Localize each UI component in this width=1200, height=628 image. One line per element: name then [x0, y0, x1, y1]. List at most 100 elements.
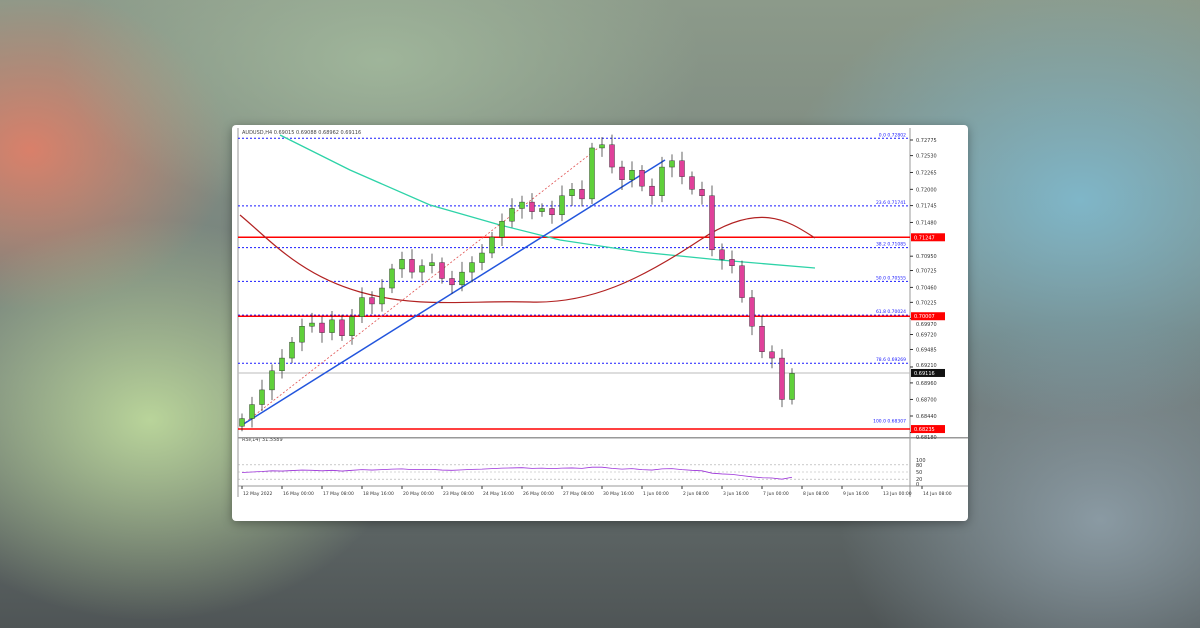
price-tick-label: 0.68960: [916, 381, 937, 387]
price-chart: AUDUSD,H4 0.69015 0.69088 0.68962 0.6911…: [237, 105, 968, 497]
price-tick-label: 0.71480: [916, 220, 937, 226]
fib-level-label: 100.0 0.68307: [873, 418, 906, 424]
moving-average-fast: [279, 134, 816, 269]
rsi-tick-label: 80: [916, 463, 922, 469]
time-tick-label: 26 May 00:00: [523, 491, 554, 497]
price-tick-label: 0.72775: [916, 138, 937, 144]
chart-card: AUDUSD,H4 0.69015 0.69088 0.68962 0.6911…: [232, 105, 968, 521]
candle-body: [299, 326, 305, 343]
moving-average-slow: [239, 214, 816, 304]
price-level-tag: [911, 233, 945, 242]
price-tick-label: 0.71745: [916, 204, 937, 210]
price-tick-label: 0.70460: [916, 285, 937, 291]
price-level-tag: [911, 425, 945, 434]
candle-body: [699, 189, 705, 196]
price-tick-label: 0.68180: [916, 435, 937, 441]
price-tick-label: 0.69210: [916, 363, 937, 369]
candle-body: [739, 265, 745, 298]
candle-body: [349, 316, 355, 336]
candle-body: [279, 357, 285, 372]
time-tick-label: 14 Jun 08:00: [923, 491, 952, 497]
time-tick-label: 16 May 00:00: [283, 491, 314, 497]
candle-body: [409, 259, 415, 273]
candle-body: [589, 147, 595, 200]
fib-level-label: 0.0 0.72802: [879, 132, 906, 138]
price-tick-label: 0.68440: [916, 414, 937, 420]
price-level-label: 0.68235: [914, 427, 935, 433]
candle-body: [419, 265, 425, 273]
time-tick-label: 27 May 08:00: [563, 491, 594, 497]
rsi-line: [241, 466, 793, 480]
rsi-tick-label: 0: [916, 482, 919, 488]
candle-body: [559, 195, 565, 216]
time-tick-label: 13 Jun 00:00: [883, 491, 912, 497]
rsi-label: RSI(14) 31.5589: [242, 437, 283, 443]
time-tick-label: 3 Jun 16:00: [723, 491, 749, 497]
candle-body: [569, 189, 575, 196]
candle-body: [579, 189, 585, 200]
candle-body: [309, 322, 315, 327]
candle-body: [479, 252, 485, 263]
fib-level-label: 38.2 0.71085: [876, 242, 906, 248]
current-price-label: 0.69116: [914, 371, 935, 377]
candle-body: [469, 262, 475, 273]
candle-body: [709, 195, 715, 251]
time-tick-label: 20 May 00:00: [403, 491, 434, 497]
price-tick-label: 0.70950: [916, 254, 937, 260]
time-tick-label: 9 Jun 16:00: [843, 491, 869, 497]
candle-body: [679, 160, 685, 177]
candle-body: [249, 404, 255, 419]
candle-body: [499, 220, 505, 238]
candle-body: [369, 297, 375, 305]
rsi-tick-label: 50: [916, 470, 922, 476]
candle-body: [749, 297, 755, 327]
candle-body: [429, 262, 435, 266]
time-tick-label: 18 May 16:00: [363, 491, 394, 497]
candle-body: [539, 208, 545, 212]
fib-level-label: 61.8 0.70024: [876, 309, 906, 315]
price-tick-label: 0.69720: [916, 333, 937, 339]
fib-level-label: 50.0 0.70555: [876, 275, 906, 281]
time-tick-label: 24 May 16:00: [483, 491, 514, 497]
candle-body: [319, 322, 325, 333]
candle-body: [459, 271, 465, 286]
time-tick-label: 8 Jun 08:00: [803, 491, 829, 497]
time-tick-label: 2 Jun 08:00: [683, 491, 709, 497]
time-tick-label: 7 Jun 00:00: [763, 491, 789, 497]
price-level-tag: [911, 312, 945, 321]
price-tick-label: 0.72000: [916, 187, 937, 193]
candle-body: [789, 373, 795, 400]
time-tick-label: 1 Jun 00:00: [643, 491, 669, 497]
candle-body: [269, 370, 275, 391]
candle-body: [329, 319, 335, 333]
candle-body: [259, 389, 265, 405]
candle-body: [639, 170, 645, 187]
price-tick-label: 0.72530: [916, 154, 937, 160]
candle-body: [289, 341, 295, 359]
candle-body: [379, 287, 385, 305]
candle-body: [619, 166, 625, 180]
price-tick-label: 0.69970: [916, 322, 937, 328]
time-tick-label: 23 May 08:00: [443, 491, 474, 497]
candle-body: [449, 278, 455, 286]
time-tick-label: 12 May 2022: [243, 491, 272, 497]
price-tick-label: 0.69485: [916, 347, 937, 353]
candle-body: [659, 166, 665, 196]
candle-body: [239, 418, 245, 427]
price-tick-label: 0.72265: [916, 170, 937, 176]
candle-body: [769, 351, 775, 359]
current-price-tag: [911, 368, 945, 377]
fib-level-label: 78.6 0.69269: [876, 357, 906, 363]
candle-body: [629, 170, 635, 180]
rsi-tick-label: 100: [916, 458, 926, 464]
price-tick-label: 0.70225: [916, 300, 937, 306]
chart-title: AUDUSD,H4 0.69015 0.69088 0.68962 0.6911…: [242, 130, 361, 136]
candle-body: [399, 259, 405, 270]
trendline: [241, 159, 666, 426]
fib-level-label: 23.6 0.71741: [876, 200, 906, 206]
price-tick-label: 0.68700: [916, 397, 937, 403]
candle-body: [689, 176, 695, 190]
candle-body: [599, 144, 605, 149]
candle-body: [389, 268, 395, 289]
candle-body: [549, 208, 555, 216]
